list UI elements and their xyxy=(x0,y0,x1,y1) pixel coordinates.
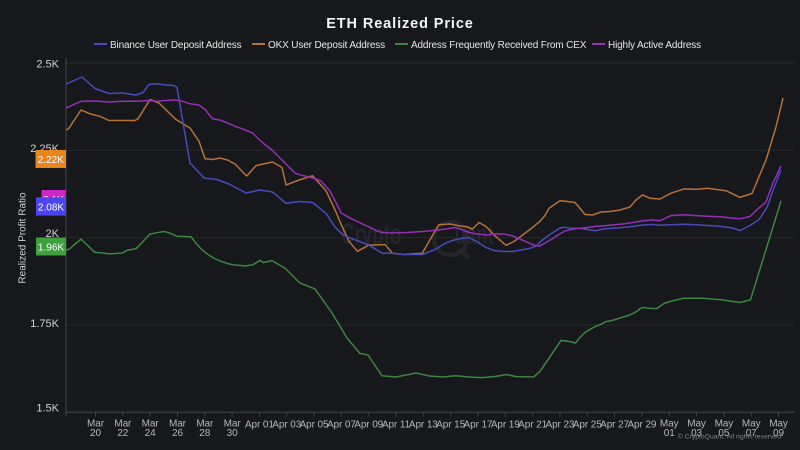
svg-text:Apr 19: Apr 19 xyxy=(491,420,520,431)
svg-text:Apr 11: Apr 11 xyxy=(382,420,411,431)
svg-text:2.5K: 2.5K xyxy=(36,59,59,71)
svg-text:Apr 09: Apr 09 xyxy=(354,420,383,431)
svg-text:Apr 15: Apr 15 xyxy=(436,420,465,431)
svg-text:Apr 23: Apr 23 xyxy=(546,420,575,431)
svg-text:Apr 29: Apr 29 xyxy=(627,420,656,431)
svg-text:Realized Profit Ratio: Realized Profit Ratio xyxy=(18,192,29,284)
svg-text:Apr 03: Apr 03 xyxy=(272,420,301,431)
svg-text:2.08K: 2.08K xyxy=(38,203,64,214)
svg-text:Apr 13: Apr 13 xyxy=(409,420,438,431)
svg-text:Apr 27: Apr 27 xyxy=(600,420,629,431)
svg-text:1.96K: 1.96K xyxy=(38,243,64,254)
svg-text:1.75K: 1.75K xyxy=(30,318,59,330)
svg-text:Apr 17: Apr 17 xyxy=(464,420,493,431)
svg-text:Apr 07: Apr 07 xyxy=(327,420,356,431)
svg-text:Apr 25: Apr 25 xyxy=(573,420,602,431)
svg-text:2K: 2K xyxy=(46,228,60,240)
svg-text:Apr 05: Apr 05 xyxy=(300,420,329,431)
svg-text:1.5K: 1.5K xyxy=(36,402,59,414)
svg-text:Apr 21: Apr 21 xyxy=(518,420,547,431)
svg-text:Apr 01: Apr 01 xyxy=(245,420,274,431)
svg-text:2.22K: 2.22K xyxy=(38,155,64,166)
svg-text:© CryptoQuant. All rights rese: © CryptoQuant. All rights reserved xyxy=(678,433,781,441)
